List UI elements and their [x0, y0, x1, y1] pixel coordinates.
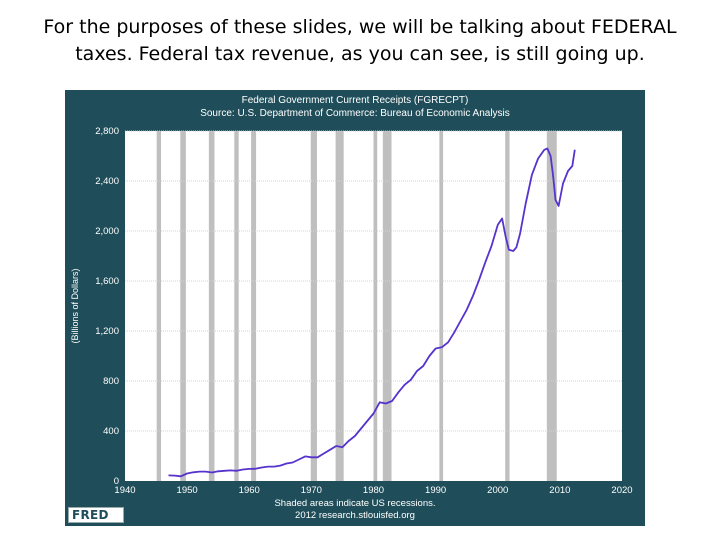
x-tick-label: 2000	[487, 485, 508, 496]
recession-band	[310, 131, 317, 481]
x-tick-label: 1970	[301, 485, 322, 496]
y-axis-label: (Billions of Dollars)	[70, 268, 80, 343]
x-tick-label: 1980	[363, 485, 384, 496]
y-tick-label: 800	[103, 376, 119, 387]
y-tick-label: 2,000	[95, 226, 119, 237]
recession-band	[251, 131, 257, 481]
recession-band	[180, 131, 186, 481]
recession-band	[156, 131, 162, 481]
y-tick-label: 1,600	[95, 276, 119, 287]
receipts-chart: Federal Government Current Receipts (FGR…	[70, 95, 633, 521]
x-tick-label: 2020	[611, 485, 632, 496]
fred-logo-text: FRED	[72, 508, 109, 522]
recession-band	[505, 131, 510, 481]
recession-band	[382, 131, 392, 481]
y-tick-label: 1,200	[95, 326, 119, 337]
x-tick-label: 1960	[239, 485, 260, 496]
recession-band	[439, 131, 444, 481]
footer-recession-note: Shaded areas indicate US recessions.	[274, 498, 435, 509]
y-tick-label: 0	[114, 476, 119, 487]
recession-band	[373, 131, 378, 481]
x-tick-label: 1950	[177, 485, 198, 496]
fred-logo: FRED	[68, 507, 124, 523]
x-tick-label: 1940	[114, 485, 135, 496]
recession-band	[208, 131, 215, 481]
recession-band	[335, 131, 344, 481]
x-tick-label: 2010	[549, 485, 570, 496]
series-line-receipts	[168, 147, 576, 478]
y-tick-label: 2,800	[95, 126, 119, 137]
y-tick-label: 2,400	[95, 176, 119, 187]
chart-subtitle: Source: U.S. Department of Commerce: Bur…	[200, 108, 510, 119]
caption-line-2: taxes. Federal tax revenue, as you can s…	[75, 43, 645, 65]
footer-source: 2012 research.stlouisfed.org	[295, 510, 415, 521]
recession-band	[234, 131, 239, 481]
y-tick-label: 400	[103, 426, 119, 437]
recession-band	[546, 131, 557, 481]
slide-caption: For the purposes of these slides, we wil…	[0, 14, 720, 68]
fred-chart-panel: Federal Government Current Receipts (FGR…	[65, 90, 645, 526]
chart-title: Federal Government Current Receipts (FGR…	[242, 95, 469, 106]
caption-line-1: For the purposes of these slides, we wil…	[43, 16, 677, 38]
x-tick-label: 1990	[425, 485, 446, 496]
